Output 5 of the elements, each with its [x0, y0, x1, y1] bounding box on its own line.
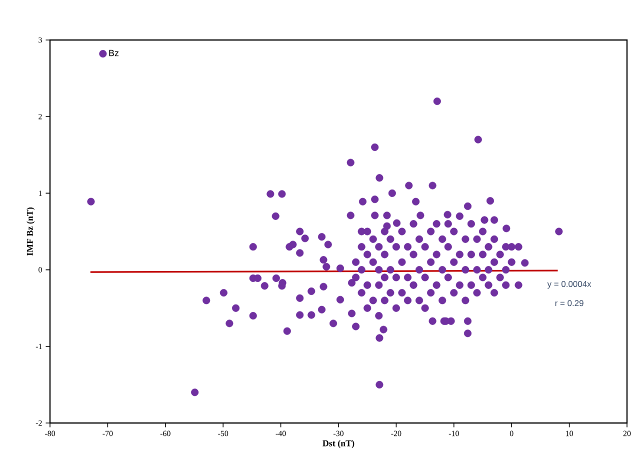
annotation: r = 0.29: [555, 300, 584, 306]
legend-label: Bz: [109, 50, 119, 56]
x-axis-title: Dst (nT): [322, 440, 354, 448]
annotation: y = 0.0004x: [547, 280, 592, 289]
y-axis-title: IMF Bz (nT): [26, 207, 35, 256]
